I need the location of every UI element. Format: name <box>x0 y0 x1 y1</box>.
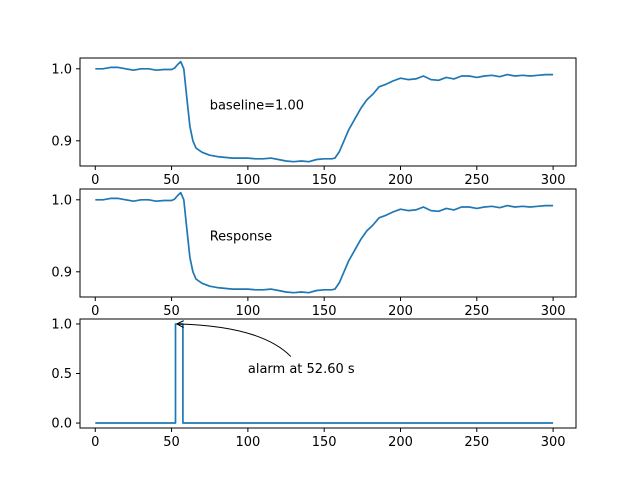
x-tick-label: 300 <box>541 173 566 188</box>
x-tick-label: 100 <box>235 173 260 188</box>
x-tick-label: 250 <box>464 304 489 319</box>
series-line-middle <box>95 191 554 294</box>
annotation-top: baseline=1.00 <box>210 98 304 113</box>
x-tick-label: 50 <box>163 173 180 188</box>
x-tick-label: 200 <box>388 173 413 188</box>
panel-middle: 0 50 100 150 200 250 300 0.9 1.0 Response <box>51 188 577 319</box>
x-tick-label: 300 <box>541 435 566 450</box>
y-tick-label: 0.9 <box>51 134 72 149</box>
y-tick-label: 0.9 <box>51 265 72 280</box>
series-line-top <box>95 60 554 163</box>
x-tick-label: 150 <box>312 173 337 188</box>
axes-frame-top <box>79 57 577 167</box>
x-tick-label: 150 <box>312 304 337 319</box>
y-tick-label: 0.0 <box>51 417 72 432</box>
x-tick-label: 50 <box>163 435 180 450</box>
annotation-middle: Response <box>210 229 272 244</box>
annotation-bottom: alarm at 52.60 s <box>248 362 355 377</box>
x-tick-label: 300 <box>541 304 566 319</box>
x-tick-label: 200 <box>388 435 413 450</box>
y-tick-label: 1.0 <box>51 317 72 332</box>
x-tick-label: 100 <box>235 435 260 450</box>
panel-top: 0 50 100 150 200 250 300 0.9 1.0 baseline=1.00 <box>51 57 577 188</box>
x-tick-label: 250 <box>464 173 489 188</box>
x-tick-label: 150 <box>312 435 337 450</box>
x-tick-label: 50 <box>163 304 180 319</box>
x-tick-label: 250 <box>464 435 489 450</box>
y-tick-label: 1.0 <box>51 193 72 208</box>
axes-frame-middle <box>79 188 577 298</box>
annotation-arrow <box>178 324 292 357</box>
y-tick-label: 0.5 <box>51 367 72 382</box>
x-tick-label: 0 <box>91 435 99 450</box>
x-tick-label: 0 <box>91 173 99 188</box>
y-tick-label: 1.0 <box>51 62 72 77</box>
x-tick-label: 200 <box>388 304 413 319</box>
panel-bottom: 0 50 100 150 200 250 300 0.0 0.5 1.0 alarm at 52.6… <box>51 317 577 450</box>
x-tick-label: 100 <box>235 304 260 319</box>
x-tick-label: 0 <box>91 304 99 319</box>
